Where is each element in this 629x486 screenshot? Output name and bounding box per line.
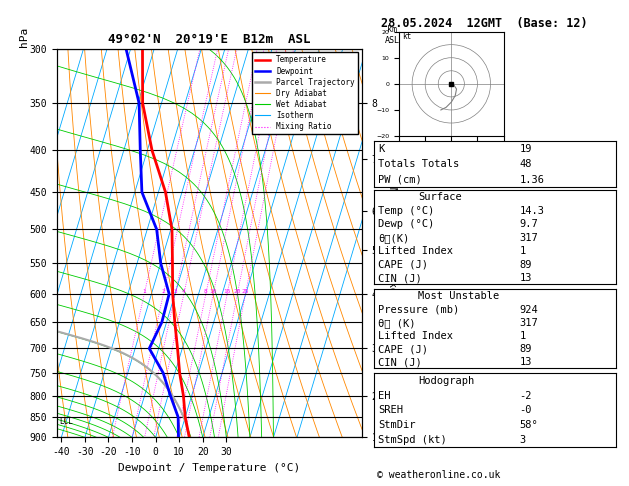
Text: θᴇ (K): θᴇ (K) [378, 318, 416, 328]
Text: 19: 19 [520, 144, 532, 154]
Text: 8: 8 [204, 289, 208, 294]
Title: 49°02'N  20°19'E  B12m  ASL: 49°02'N 20°19'E B12m ASL [108, 33, 310, 46]
Text: -2: -2 [520, 391, 532, 400]
Text: 317: 317 [520, 318, 538, 328]
Y-axis label: hPa: hPa [19, 27, 29, 47]
Text: 13: 13 [520, 274, 532, 283]
Text: LCL: LCL [59, 417, 73, 426]
Text: -0: -0 [520, 405, 532, 416]
Text: 25: 25 [242, 289, 249, 294]
Text: 2: 2 [162, 289, 165, 294]
Text: 1: 1 [520, 246, 526, 257]
Text: SREH: SREH [378, 405, 403, 416]
Text: CAPE (J): CAPE (J) [378, 260, 428, 270]
X-axis label: Dewpoint / Temperature (°C): Dewpoint / Temperature (°C) [118, 463, 300, 473]
Text: 1: 1 [142, 289, 146, 294]
Legend: Temperature, Dewpoint, Parcel Trajectory, Dry Adiabat, Wet Adiabat, Isotherm, Mi: Temperature, Dewpoint, Parcel Trajectory… [252, 52, 358, 134]
Text: θᴇ(K): θᴇ(K) [378, 233, 409, 243]
Text: kt: kt [402, 33, 411, 41]
Text: 1: 1 [520, 331, 526, 341]
Text: EH: EH [378, 391, 391, 400]
Text: 924: 924 [520, 305, 538, 314]
Text: Pressure (mb): Pressure (mb) [378, 305, 459, 314]
Text: Temp (°C): Temp (°C) [378, 206, 434, 216]
Text: 58°: 58° [520, 420, 538, 430]
Text: 9.7: 9.7 [520, 219, 538, 229]
Text: 3: 3 [173, 289, 177, 294]
Text: 3: 3 [520, 435, 526, 445]
Y-axis label: Mixing Ratio (g/kg): Mixing Ratio (g/kg) [387, 187, 397, 299]
Text: 15: 15 [223, 289, 231, 294]
Text: Dewp (°C): Dewp (°C) [378, 219, 434, 229]
Text: 1.36: 1.36 [520, 175, 545, 185]
Text: CIN (J): CIN (J) [378, 274, 422, 283]
Text: CAPE (J): CAPE (J) [378, 344, 428, 354]
Text: CIN (J): CIN (J) [378, 357, 422, 367]
Text: km
ASL: km ASL [385, 25, 399, 45]
Text: 14.3: 14.3 [520, 206, 545, 216]
Text: Most Unstable: Most Unstable [418, 291, 499, 301]
Text: 89: 89 [520, 260, 532, 270]
Text: Hodograph: Hodograph [418, 376, 474, 386]
Text: Totals Totals: Totals Totals [378, 159, 459, 170]
Text: Lifted Index: Lifted Index [378, 331, 453, 341]
Text: StmDir: StmDir [378, 420, 416, 430]
Text: 89: 89 [520, 344, 532, 354]
Text: Lifted Index: Lifted Index [378, 246, 453, 257]
Text: 20: 20 [233, 289, 241, 294]
Text: StmSpd (kt): StmSpd (kt) [378, 435, 447, 445]
Text: Surface: Surface [418, 192, 462, 202]
Text: 48: 48 [520, 159, 532, 170]
Text: 4: 4 [182, 289, 186, 294]
Text: 13: 13 [520, 357, 532, 367]
Text: 28.05.2024  12GMT  (Base: 12): 28.05.2024 12GMT (Base: 12) [381, 17, 587, 30]
Text: 317: 317 [520, 233, 538, 243]
Text: © weatheronline.co.uk: © weatheronline.co.uk [377, 470, 501, 480]
Text: 10: 10 [209, 289, 217, 294]
Text: K: K [378, 144, 384, 154]
Text: PW (cm): PW (cm) [378, 175, 422, 185]
